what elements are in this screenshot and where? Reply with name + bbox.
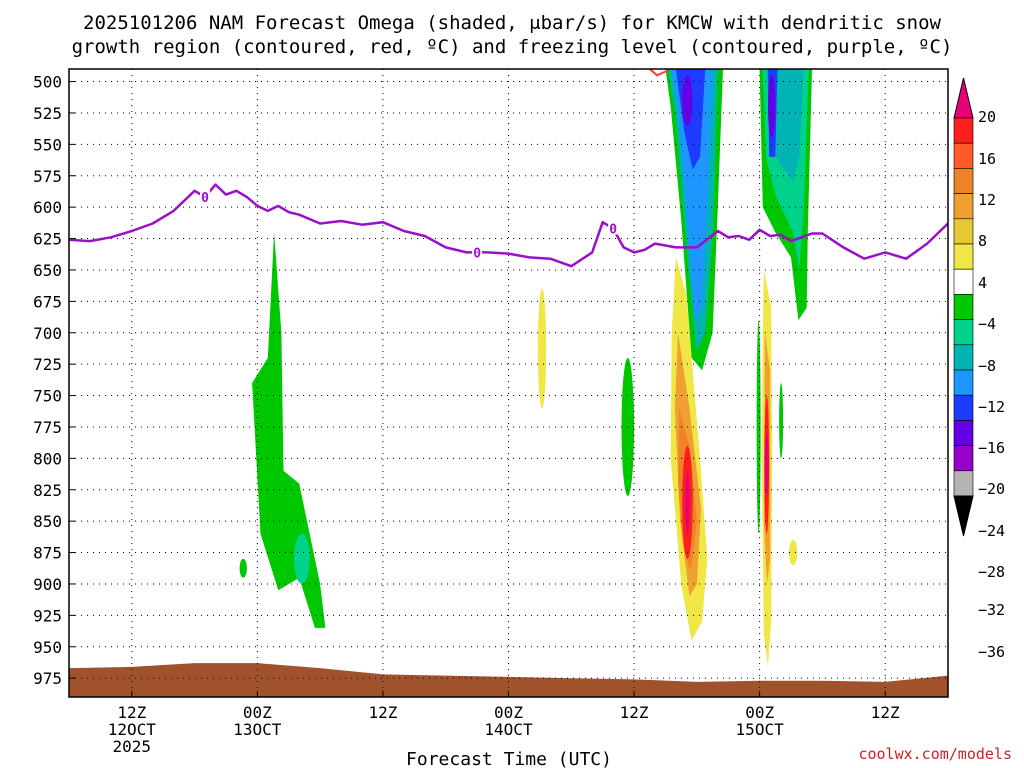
colorbar-segment [953,445,974,472]
colorbar-segment [953,268,974,295]
freezing-level-label: 0 [609,223,617,238]
y-tick-label: 850 [33,512,62,531]
x-tick-label: 15OCT [736,720,785,739]
y-tick-label: 675 [33,292,62,311]
colorbar-label: −32 [978,601,1005,619]
x-tick-label: 00Z [494,703,523,722]
colorbar-label: −4 [978,315,996,333]
y-tick-label: 750 [33,387,62,406]
omega-teal-13oct [293,533,310,584]
colorbar-label: −12 [978,398,1005,416]
freezing-label-bg [200,189,211,204]
x-tick-label: 12Z [117,703,146,722]
x-tick-label: 2025 [113,737,152,756]
y-tick-label: 650 [33,261,62,280]
y-tick-label: 550 [33,135,62,154]
freezing-label-bg [472,244,483,259]
y-tick-label: 575 [33,167,62,186]
colorbar-top-arrow [953,77,974,119]
colorbar: 20 16 12 8 4 −4 −8 −12 −16 −20 −24 −28 −32 −36 [953,77,1005,661]
freezing-label-bg [608,220,619,235]
colorbar-segment [953,420,974,446]
omega-yellow-15oct [788,540,798,566]
y-tick-label: 525 [33,104,62,123]
credit-link[interactable]: coolwx.com/models [858,745,1012,763]
plot-border [68,68,949,698]
freezing-level-line [69,183,948,268]
omega-yellow-14oct [537,288,547,409]
colorbar-label: 16 [978,150,996,168]
x-tick-label: 12OCT [108,720,157,739]
plot-area: 0 0 0 [68,68,949,698]
chart-title-line2: growth region (contoured, red, ºC) and f… [72,36,953,58]
dendritic-growth-contour [649,69,670,77]
colorbar-label: 20 [978,108,996,126]
colorbar-label: −16 [978,439,1005,457]
y-tick-label: 500 [33,73,62,92]
colorbar-segment [953,142,974,169]
freezing-level-label: 0 [201,191,209,206]
y-tick-label: 950 [33,638,62,657]
omega-plume2-purple [768,75,776,139]
colorbar-segment [953,193,974,220]
y-tick-label: 625 [33,230,62,249]
y-axis-tick-labels: 500 525 550 575 600 625 650 675 700 725 750 775 800 8… [33,73,62,689]
y-tick-label: 700 [33,324,62,343]
x-tick-label: 13OCT [233,720,282,739]
y-tick-label: 975 [33,669,62,688]
y-tick-label: 775 [33,418,62,437]
omega-green-15oct-b [779,383,784,459]
x-tick-label: 00Z [243,703,272,722]
colorbar-label: −8 [978,357,996,375]
surface-ground [69,663,948,697]
x-tick-label: 14OCT [484,720,533,739]
omega-green-small-13oct [239,558,247,578]
colorbar-segment [953,117,974,144]
colorbar-segment [953,394,974,421]
colorbar-segment [953,344,974,371]
y-tick-label: 875 [33,544,62,563]
colorbar-label: −36 [978,643,1005,661]
x-tick-label: 00Z [745,703,774,722]
omega-plume1-purple [682,75,693,126]
colorbar-segment [953,294,974,320]
grid-lines [69,69,948,697]
colorbar-label: −24 [978,522,1005,540]
colorbar-label: −28 [978,563,1005,581]
colorbar-segment [953,470,974,497]
y-tick-label: 600 [33,198,62,217]
y-tick-label: 900 [33,575,62,594]
colorbar-segment [953,168,974,194]
plot-content: 0 0 0 [69,69,948,697]
y-tick-label: 800 [33,449,62,468]
colorbar-segment [953,243,974,270]
y-tick-label: 725 [33,355,62,374]
colorbar-label: −20 [978,480,1005,498]
colorbar-label: 8 [978,232,987,250]
y-tick-label: 925 [33,606,62,625]
omega-sink1-magenta [685,470,690,534]
x-tick-label: 12Z [871,703,900,722]
colorbar-segment [953,218,974,245]
x-tick-label: 12Z [620,703,649,722]
omega-green-15oct [756,320,761,534]
x-tick-label: 12Z [368,703,397,722]
freezing-level-label: 0 [473,246,481,261]
omega-green-13oct [252,232,326,628]
colorbar-label: 4 [978,274,987,292]
x-axis-title: Forecast Time (UTC) [406,749,612,768]
colorbar-bottom-arrow [953,495,974,537]
colorbar-segment [953,319,974,346]
omega-sink2-magenta [764,433,769,497]
y-tick-label: 825 [33,481,62,500]
colorbar-segment [953,369,974,396]
omega-plume1-blue [671,69,713,321]
colorbar-label: 12 [978,191,996,209]
chart-title-line1: 2025101206 NAM Forecast Omega (shaded, μ… [83,12,941,34]
